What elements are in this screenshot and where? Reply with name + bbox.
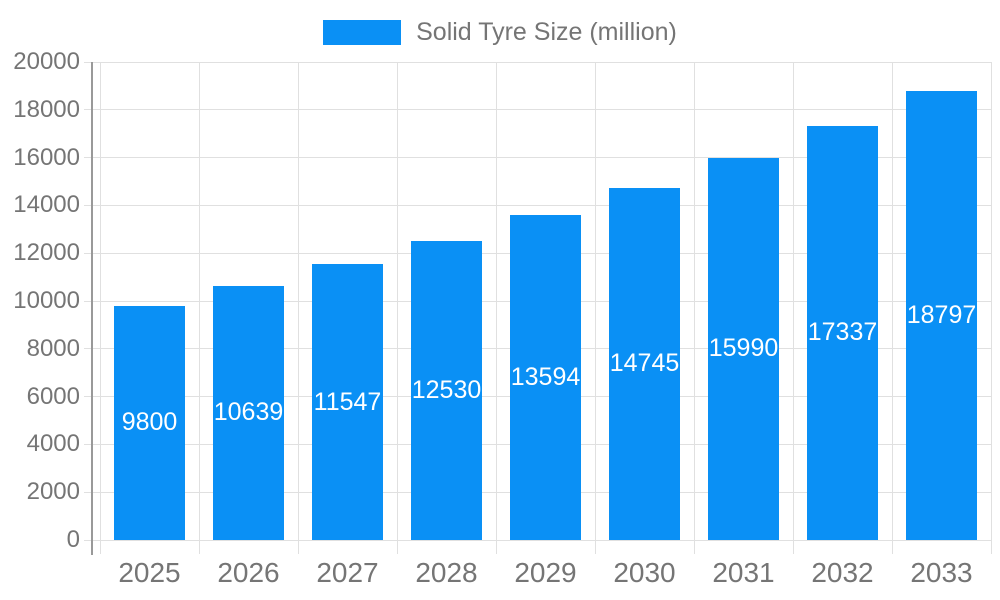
bar-value-label: 9800	[121, 408, 178, 437]
category-boundary-gridline	[991, 62, 992, 554]
legend[interactable]: Solid Tyre Size (million)	[0, 18, 1000, 47]
gridline	[84, 204, 991, 206]
x-axis-tick-label: 2030	[613, 557, 676, 588]
x-axis-tick-label: 2029	[514, 557, 577, 588]
bar-value-label: 14745	[609, 349, 680, 378]
bar[interactable]: 9800	[114, 305, 185, 540]
bar-value-label: 10639	[213, 398, 284, 427]
bar[interactable]: 17337	[807, 125, 878, 540]
category-boundary-gridline	[199, 62, 200, 554]
y-axis-tick-label: 6000	[26, 382, 80, 410]
gridline	[84, 539, 991, 541]
bar-value-label: 12530	[411, 375, 482, 404]
y-axis-tick-label: 20000	[13, 48, 80, 75]
category-boundary-gridline	[100, 62, 101, 554]
category-boundary-gridline	[892, 62, 893, 554]
bar[interactable]: 12530	[411, 240, 482, 540]
y-axis-tick-label: 2000	[26, 478, 80, 506]
gridline	[84, 109, 991, 111]
bar-value-label: 15990	[708, 334, 779, 363]
legend-swatch	[323, 20, 402, 45]
bar-value-label: 13594	[510, 363, 581, 392]
x-axis-tick-label: 2033	[910, 557, 973, 588]
x-axis-tick-label: 2027	[316, 557, 379, 588]
x-axis-tick-label: 2028	[415, 557, 478, 588]
bar[interactable]: 13594	[510, 215, 581, 540]
bar-value-label: 18797	[906, 300, 977, 329]
bar-value-label: 11547	[313, 387, 382, 416]
category-boundary-gridline	[397, 62, 398, 554]
y-axis-tick-label: 18000	[13, 95, 80, 123]
y-axis-line	[91, 62, 93, 555]
y-axis-tick-label: 0	[66, 526, 80, 553]
category-boundary-gridline	[298, 62, 299, 554]
bar[interactable]: 15990	[708, 157, 779, 540]
y-axis-tick-label: 10000	[13, 287, 80, 314]
x-axis-tick-label: 2026	[217, 557, 280, 588]
category-boundary-gridline	[793, 62, 794, 554]
bar[interactable]: 14745	[609, 187, 680, 540]
bar[interactable]: 10639	[213, 285, 284, 540]
bar[interactable]: 11547	[312, 264, 383, 540]
y-axis-tick-label: 14000	[13, 191, 80, 219]
category-boundary-gridline	[694, 62, 695, 554]
y-axis-tick-label: 16000	[13, 143, 80, 171]
y-axis-tick-label: 4000	[26, 430, 80, 458]
x-axis-tick-label: 2032	[811, 557, 874, 588]
gridline	[84, 61, 991, 63]
legend-label: Solid Tyre Size (million)	[416, 18, 677, 46]
bar-value-label: 17337	[807, 318, 878, 347]
y-axis-tick-label: 8000	[26, 334, 80, 362]
category-boundary-gridline	[496, 62, 497, 554]
bar[interactable]: 18797	[906, 90, 977, 540]
x-axis-tick-label: 2031	[712, 557, 775, 588]
y-axis-tick-label: 12000	[13, 239, 80, 267]
gridline	[84, 157, 991, 159]
x-axis-tick-label: 2025	[118, 557, 181, 588]
category-boundary-gridline	[595, 62, 596, 554]
